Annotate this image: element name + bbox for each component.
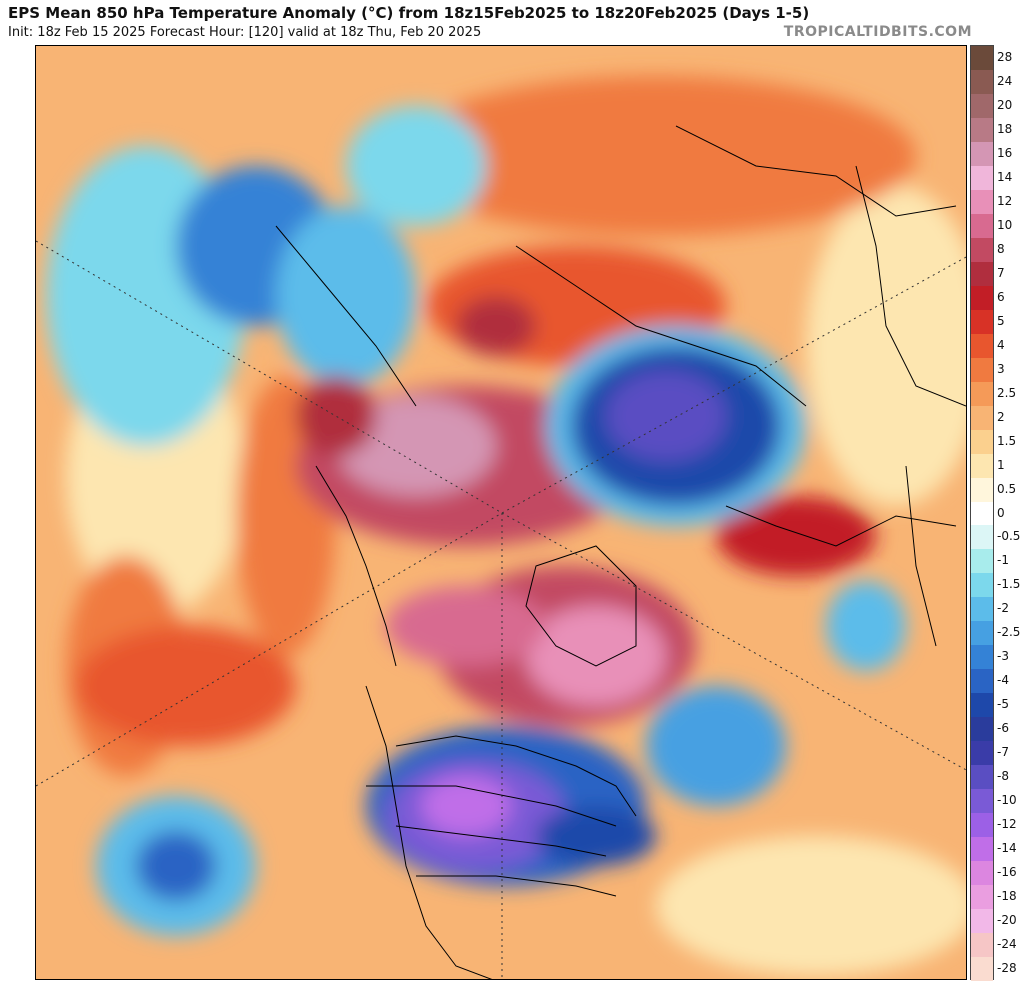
colorbar-swatch [971,693,993,718]
colorbar-label: 4 [997,337,1005,352]
colorbar-swatch [971,501,993,526]
colorbar-swatch [971,93,993,119]
colorbar-label: -6 [997,721,1009,736]
colorbar-label: -2.5 [997,625,1021,640]
colorbar-swatch [971,645,993,670]
coastlines [275,125,966,979]
colorbar-swatch [971,789,993,814]
colorbar-label: 20 [997,97,1013,112]
colorbar-label: 7 [997,265,1005,280]
colorbar-label: 0.5 [997,481,1017,496]
colorbar-label: 12 [997,193,1013,208]
colorbar-label: -3 [997,649,1009,664]
colorbar-swatch [971,69,993,95]
colorbar-label: -16 [997,865,1017,880]
colorbar-swatch [971,597,993,622]
colorbar-swatch [971,117,993,143]
colorbar [970,45,994,982]
colorbar-swatch [971,165,993,191]
colorbar-label: 8 [997,241,1005,256]
colorbar-swatch [971,573,993,598]
colorbar-label: -1.5 [997,577,1021,592]
colorbar-label: -0.5 [997,529,1021,544]
colorbar-label: 10 [997,217,1013,232]
colorbar-label: 16 [997,145,1013,160]
graticule [36,240,966,979]
site-brand[interactable]: TROPICALTIDBITS.COM [783,24,972,40]
colorbar-swatch [971,717,993,742]
colorbar-swatch [971,549,993,574]
colorbar-swatch [971,46,993,71]
colorbar-swatch [971,189,993,215]
colorbar-label: 2 [997,409,1005,424]
colorbar-swatch [971,357,993,383]
colorbar-label: 5 [997,313,1005,328]
colorbar-label: -8 [997,769,1009,784]
colorbar-label: 14 [997,169,1013,184]
colorbar-swatch [971,333,993,359]
colorbar-swatch [971,141,993,167]
map-subtitle: Init: 18z Feb 15 2025 Forecast Hour: [12… [8,25,482,40]
colorbar-label: -24 [997,937,1017,952]
colorbar-swatch [971,261,993,287]
colorbar-label: 28 [997,49,1013,64]
colorbar-swatch [971,309,993,335]
colorbar-label: 3 [997,361,1005,376]
colorbar-label: -12 [997,817,1017,832]
colorbar-label: -5 [997,697,1009,712]
colorbar-swatch [971,813,993,838]
colorbar-swatch [971,621,993,646]
colorbar-label: 6 [997,289,1005,304]
colorbar-label: 1 [997,457,1005,472]
colorbar-swatch [971,909,993,934]
colorbar-swatch [971,405,993,431]
colorbar-swatch [971,381,993,407]
colorbar-swatch [971,861,993,886]
colorbar-swatch [971,237,993,263]
colorbar-label: -4 [997,673,1009,688]
colorbar-label: -14 [997,841,1017,856]
colorbar-swatch [971,285,993,311]
colorbar-label: 24 [997,73,1013,88]
colorbar-label: -7 [997,745,1009,760]
colorbar-swatch [971,213,993,239]
colorbar-label: 2.5 [997,385,1017,400]
colorbar-swatch [971,429,993,455]
colorbar-swatch [971,477,993,502]
map-title: EPS Mean 850 hPa Temperature Anomaly (°C… [8,4,810,22]
colorbar-swatch [971,957,993,982]
anomaly-map [35,45,967,980]
colorbar-swatch [971,837,993,862]
colorbar-label: -18 [997,889,1017,904]
colorbar-swatch [971,525,993,550]
colorbar-label: 18 [997,121,1013,136]
colorbar-swatch [971,453,993,479]
colorbar-label: -10 [997,793,1017,808]
anomaly-map-canvas [36,46,966,979]
colorbar-label: -2 [997,601,1009,616]
colorbar-swatch [971,885,993,910]
colorbar-swatch [971,933,993,958]
colorbar-label: -28 [997,961,1017,975]
colorbar-label: -1 [997,553,1009,568]
colorbar-swatch [971,765,993,790]
colorbar-label: -20 [997,913,1017,928]
colorbar-label: 1.5 [997,433,1017,448]
colorbar-swatch [971,669,993,694]
colorbar-swatch [971,741,993,766]
colorbar-label: 0 [997,505,1005,520]
